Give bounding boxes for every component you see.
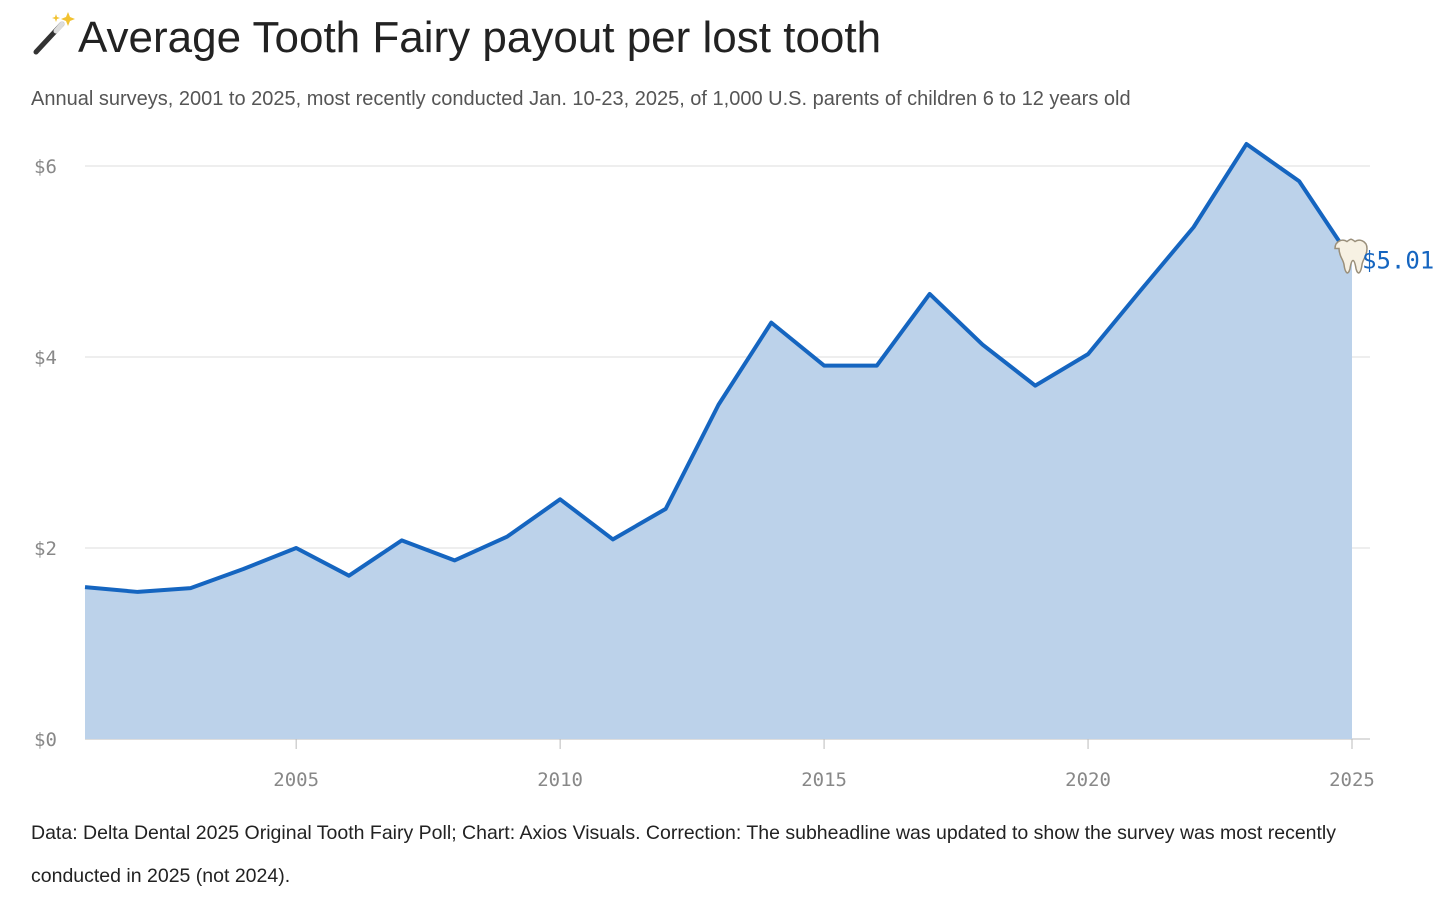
tooth-shape xyxy=(1334,238,1368,274)
y-tick-label: $4 xyxy=(34,347,57,369)
chart: Average Tooth Fairy payout per lost toot… xyxy=(31,12,1434,791)
x-tick-label: 2020 xyxy=(1065,769,1111,791)
y-tick-label: $0 xyxy=(34,729,57,751)
tooth-icon xyxy=(1334,238,1368,274)
x-tick-label: 2005 xyxy=(273,769,319,791)
y-tick-label: $2 xyxy=(34,538,57,560)
y-tick-label: $6 xyxy=(34,156,57,178)
x-tick-label: 2025 xyxy=(1329,769,1375,791)
x-tick-label: 2010 xyxy=(537,769,583,791)
x-tick-label: 2015 xyxy=(801,769,847,791)
source-note: Data: Delta Dental 2025 Original Tooth F… xyxy=(31,822,1337,887)
value-label: $5.01 xyxy=(1362,247,1434,275)
wand-icon xyxy=(33,12,75,55)
chart-title: Average Tooth Fairy payout per lost toot… xyxy=(78,13,881,62)
area-fill xyxy=(85,144,1352,739)
chart-subtitle: Annual surveys, 2001 to 2025, most recen… xyxy=(31,88,1131,110)
line xyxy=(84,142,1354,594)
